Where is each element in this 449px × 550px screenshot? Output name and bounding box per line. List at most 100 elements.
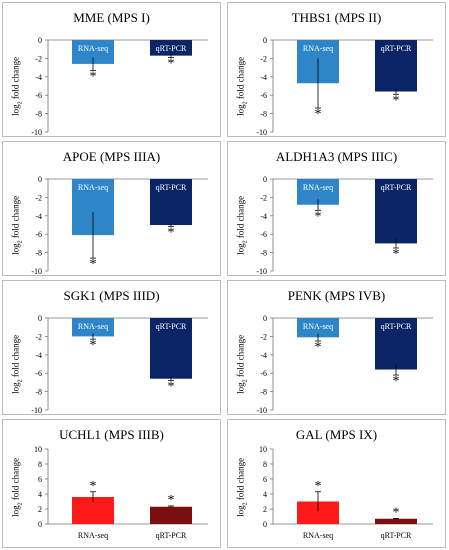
chart-title: APOE (MPS IIIA): [62, 149, 161, 164]
y-tick-label: 6: [263, 475, 267, 484]
bar: [150, 506, 192, 524]
category-label: qRT-PCR: [381, 183, 412, 192]
significance-star: *: [393, 247, 400, 262]
y-tick-label: 8: [263, 460, 267, 469]
y-axis-label-text: log: [235, 243, 246, 255]
category-label: qRT-PCR: [156, 44, 187, 53]
significance-star: *: [315, 209, 322, 224]
y-tick-label: 0: [263, 175, 267, 184]
y-tick-label: -10: [31, 128, 42, 137]
chart-panel: GAL (MPS IX) 10 8 6 4 2 0 * RNA-seq * qRT-PCR log2 …: [227, 419, 446, 548]
chart-title: GAL (MPS IX): [295, 427, 378, 442]
significance-star: *: [315, 479, 322, 494]
chart-panel: THBS1 (MPS II) 0 -2 -4 -6 -8 -10 * RNA-seq * qRT-P…: [227, 2, 446, 137]
significance-star: *: [90, 257, 97, 272]
y-tick-label: -8: [35, 388, 42, 397]
y-axis-label-text: log: [235, 504, 246, 517]
y-tick-label: -4: [35, 73, 42, 82]
y-tick-label: -6: [35, 230, 42, 239]
significance-star: *: [90, 338, 97, 353]
y-tick-label: 0: [263, 520, 267, 529]
y-axis-label: log2 fold change: [236, 51, 249, 121]
y-tick-label: -10: [256, 128, 267, 137]
y-tick-label: -6: [35, 91, 42, 100]
chart-svg: 10 8 6 4 2 0 * RNA-seq * qRT-PCR: [259, 445, 433, 540]
bar: [72, 40, 114, 64]
bar: [150, 318, 192, 379]
category-label: RNA-seq: [303, 531, 333, 540]
y-axis-label-subscript: 2: [242, 101, 249, 105]
chart-panel: APOE (MPS IIIA) 0 -2 -4 -6 -8 -10 * RNA-seq * qRT-…: [2, 141, 221, 276]
bar: [375, 179, 417, 244]
category-label: RNA-seq: [78, 44, 108, 53]
y-tick-label: -2: [35, 193, 42, 202]
bar: [375, 518, 417, 524]
bar: [375, 40, 417, 92]
chart-title: SGK1 (MPS IIID): [63, 288, 160, 303]
bar: [297, 318, 339, 338]
y-tick-label: 10: [34, 445, 42, 454]
chart-title: ALDH1A3 (MPS IIIC): [275, 149, 398, 164]
y-axis-label-rest: fold change: [235, 195, 246, 241]
y-tick-label: -2: [35, 332, 42, 341]
chart-svg: 0 -2 -4 -6 -8 -10 * RNA-seq * qRT-PCR: [31, 314, 208, 415]
y-tick-label: -6: [260, 230, 267, 239]
significance-star: *: [315, 107, 322, 122]
y-tick-label: 0: [38, 175, 42, 184]
y-tick-label: -4: [35, 351, 42, 360]
y-axis-label-subscript: 2: [17, 101, 24, 105]
significance-star: *: [315, 340, 322, 355]
chart-title: MME (MPS I): [73, 10, 150, 25]
chart-svg: 0 -2 -4 -6 -8 -10 * RNA-seq * qRT-PCR: [31, 175, 208, 276]
y-axis-label-text: log: [10, 382, 21, 394]
y-axis-label: log2 fold change: [11, 190, 24, 260]
y-tick-label: 0: [38, 520, 42, 529]
significance-star: *: [90, 479, 97, 494]
chart-svg: 0 -2 -4 -6 -8 -10 * RNA-seq * qRT-PCR: [256, 314, 433, 415]
bar: [72, 318, 114, 337]
significance-star: *: [393, 374, 400, 389]
y-tick-label: -10: [31, 406, 42, 415]
y-tick-label: 0: [38, 36, 42, 45]
y-axis-label-subscript: 2: [242, 379, 249, 383]
y-tick-label: -2: [260, 54, 267, 63]
y-tick-label: -8: [35, 249, 42, 258]
chart-panel: UCHL1 (MPS IIIB) 10 8 6 4 2 0 * RNA-seq * qRT-PCR l…: [2, 419, 221, 548]
significance-star: *: [90, 69, 97, 84]
category-label: qRT-PCR: [156, 531, 187, 540]
category-label: qRT-PCR: [381, 322, 412, 331]
y-tick-label: -2: [260, 332, 267, 341]
chart-svg: 0 -2 -4 -6 -8 -10 * RNA-seq * qRT-PCR: [256, 175, 433, 276]
y-tick-label: -10: [256, 406, 267, 415]
y-tick-label: -8: [260, 249, 267, 258]
y-tick-label: 6: [38, 475, 42, 484]
category-label: qRT-PCR: [381, 531, 412, 540]
y-tick-label: 2: [263, 505, 267, 514]
y-tick-label: -8: [260, 388, 267, 397]
y-tick-label: -8: [35, 110, 42, 119]
y-tick-label: 8: [38, 460, 42, 469]
y-tick-label: 4: [263, 490, 267, 499]
y-tick-label: -2: [260, 193, 267, 202]
y-tick-label: -10: [256, 267, 267, 276]
significance-star: *: [168, 493, 175, 508]
y-tick-label: -6: [260, 91, 267, 100]
bar: [150, 40, 192, 56]
category-label: RNA-seq: [78, 531, 108, 540]
y-tick-label: -6: [260, 369, 267, 378]
y-axis-label-text: log: [235, 104, 246, 116]
significance-star: *: [168, 56, 175, 71]
y-axis-label-text: log: [10, 104, 21, 116]
significance-star: *: [168, 225, 175, 240]
y-tick-label: -2: [35, 54, 42, 63]
category-label: qRT-PCR: [381, 44, 412, 53]
y-axis-label-rest: fold change: [235, 457, 246, 502]
y-axis-label-rest: fold change: [10, 56, 21, 102]
y-axis-label-text: log: [235, 382, 246, 394]
y-tick-label: -4: [35, 212, 42, 221]
chart-panel: ALDH1A3 (MPS IIIC) 0 -2 -4 -6 -8 -10 * RNA-seq * q…: [227, 141, 446, 276]
category-label: RNA-seq: [303, 183, 333, 192]
significance-star: *: [393, 93, 400, 108]
y-axis-label-subscript: 2: [242, 240, 249, 244]
chart-title: THBS1 (MPS II): [291, 10, 382, 25]
